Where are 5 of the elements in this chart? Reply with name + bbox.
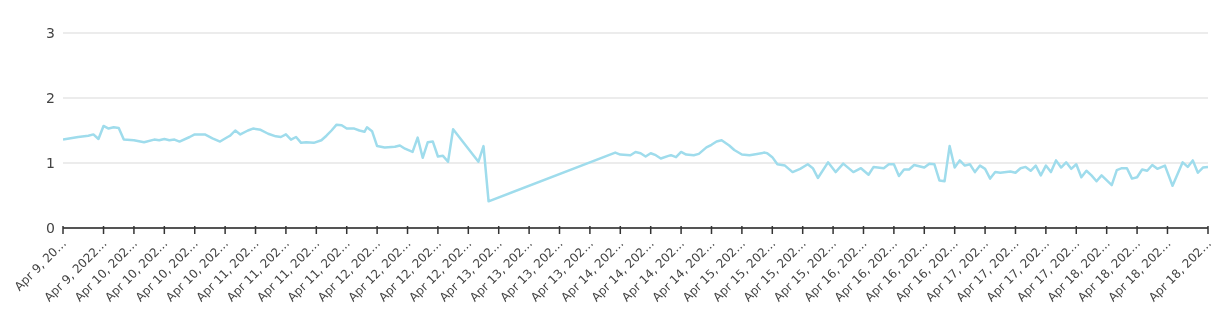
y-tick-label: 0 (46, 219, 55, 236)
line-series (63, 123, 1208, 203)
y-tick-label: 2 (46, 89, 55, 106)
y-tick-label: 3 (46, 24, 55, 41)
y-tick-label: 1 (46, 154, 55, 171)
